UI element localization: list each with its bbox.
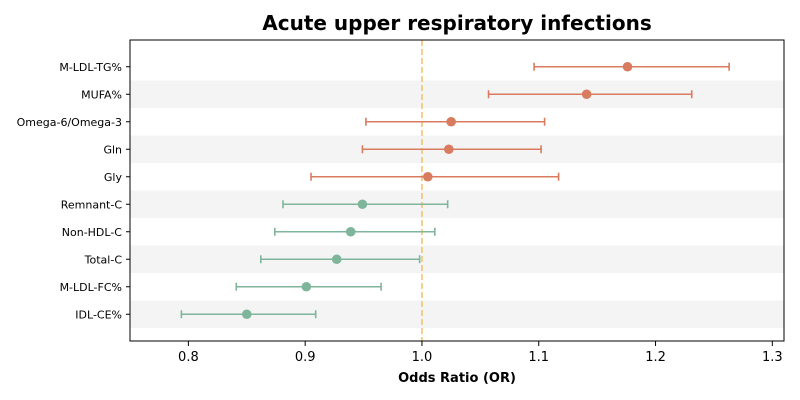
x-tick-label: 0.9 xyxy=(295,350,316,365)
forest-row xyxy=(366,117,545,127)
y-tick-label: Total-C xyxy=(84,253,123,266)
y-tick-label: Non-HDL-C xyxy=(62,226,123,239)
or-point xyxy=(358,199,368,209)
or-point xyxy=(446,117,456,127)
y-tick-label: M-LDL-TG% xyxy=(59,61,122,74)
or-point xyxy=(346,227,356,237)
x-tick-label: 1.1 xyxy=(528,350,549,365)
or-point xyxy=(423,172,433,182)
or-point xyxy=(623,62,633,72)
forest-row xyxy=(534,62,729,72)
row-bands xyxy=(130,81,784,329)
x-tick-label: 0.8 xyxy=(178,350,199,365)
y-tick-label: MUFA% xyxy=(81,88,122,101)
y-tick-label: Omega-6/Omega-3 xyxy=(17,116,122,129)
or-point xyxy=(302,282,312,292)
x-axis-label: Odds Ratio (OR) xyxy=(398,371,516,386)
y-tick-label: IDL-CE% xyxy=(75,308,122,321)
row-band xyxy=(130,246,784,274)
forest-row xyxy=(236,282,381,292)
or-point xyxy=(242,309,252,319)
y-tick-label: Gln xyxy=(103,143,122,156)
x-tick-label: 1.3 xyxy=(762,350,783,365)
x-tick-label: 1.2 xyxy=(645,350,666,365)
forest-row xyxy=(275,227,435,237)
or-point xyxy=(444,144,454,154)
y-tick-label: Remnant-C xyxy=(61,198,123,211)
row-band xyxy=(130,191,784,219)
y-tick-label: M-LDL-FC% xyxy=(60,281,122,294)
or-point xyxy=(332,254,342,264)
forest-row xyxy=(311,172,559,182)
or-point xyxy=(582,89,592,99)
y-tick-label: Gly xyxy=(104,171,123,184)
x-tick-label: 1.0 xyxy=(412,350,433,365)
chart-title: Acute upper respiratory infections xyxy=(262,11,651,35)
